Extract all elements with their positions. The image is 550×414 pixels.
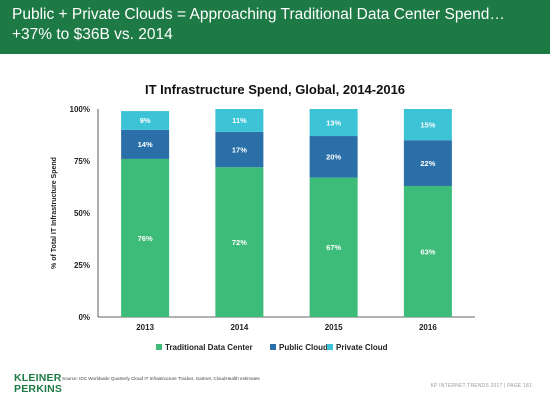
- slide-title-line-1: Public + Private Clouds = Approaching Tr…: [12, 6, 505, 23]
- bar-segment: [121, 129, 170, 159]
- y-tick-label: 75%: [74, 157, 90, 166]
- x-tick-label: 2016: [419, 323, 437, 332]
- bar-segment: [403, 140, 452, 186]
- y-axis-label: % of Total IT Infrastructure Spend: [51, 157, 58, 269]
- legend-label: Private Cloud: [336, 343, 388, 352]
- data-label: 67%: [326, 243, 341, 252]
- bar-segment: [309, 109, 358, 137]
- logo-line-2: PERKINS: [14, 383, 63, 395]
- bar-segment: [309, 177, 358, 317]
- bar-segment: [121, 111, 170, 130]
- bar-segment: [215, 167, 264, 317]
- legend-swatch: [270, 344, 276, 350]
- bar-segment: [215, 109, 264, 132]
- kleiner-perkins-logo: KLEINER PERKINS: [14, 373, 62, 395]
- data-label: 17%: [232, 145, 247, 154]
- page-footer: KP INTERNET TRENDS 2017 | PAGE 181: [430, 383, 532, 389]
- source-note: Source: IDC Worldwide Quarterly Cloud IT…: [62, 376, 260, 381]
- data-label: 76%: [138, 234, 153, 243]
- data-label: 14%: [138, 140, 153, 149]
- x-tick-label: 2013: [136, 323, 154, 332]
- bar-segment: [121, 158, 170, 317]
- data-label: 20%: [326, 153, 341, 162]
- x-tick-label: 2015: [325, 323, 343, 332]
- data-label: 15%: [420, 120, 435, 129]
- data-label: 13%: [326, 118, 341, 127]
- data-label: 11%: [232, 116, 247, 125]
- data-label: 63%: [420, 247, 435, 256]
- slide-title-banner: Public + Private Clouds = Approaching Tr…: [0, 0, 550, 54]
- x-tick-label: 2014: [230, 323, 248, 332]
- bar-segment: [403, 109, 452, 141]
- logo-line-1: KLEINER: [14, 372, 62, 384]
- y-tick-label: 50%: [74, 209, 90, 218]
- slide-title-line-2: +37% to $36B vs. 2014: [12, 26, 173, 43]
- legend-swatch: [156, 344, 162, 350]
- data-label: 22%: [420, 159, 435, 168]
- y-tick-label: 0%: [78, 313, 90, 322]
- legend-swatch: [327, 344, 333, 350]
- y-tick-label: 100%: [70, 105, 90, 114]
- bar-segment: [215, 131, 264, 168]
- bar-segment: [309, 136, 358, 178]
- bar-segment: [403, 185, 452, 317]
- legend-label: Public Cloud: [279, 343, 328, 352]
- y-tick-label: 25%: [74, 261, 90, 270]
- data-label: 9%: [140, 116, 151, 125]
- legend-label: Traditional Data Center: [165, 343, 253, 352]
- data-label: 72%: [232, 238, 247, 247]
- chart-title: IT Infrastructure Spend, Global, 2014-20…: [145, 82, 405, 97]
